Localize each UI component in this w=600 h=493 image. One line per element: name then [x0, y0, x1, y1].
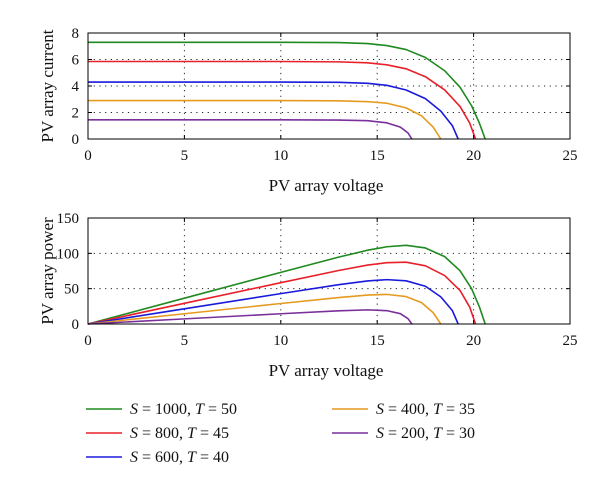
- x-tick-label: 0: [84, 333, 92, 349]
- legend-item: S = 1000, T = 50: [86, 401, 237, 418]
- x-tick-label: 20: [466, 148, 481, 164]
- legend-item: S = 800, T = 45: [86, 425, 229, 442]
- y-axis-label: PV array power: [38, 217, 57, 325]
- x-tick-label: 0: [84, 148, 92, 164]
- x-tick-label: 25: [563, 148, 578, 164]
- x-tick-label: 5: [181, 333, 189, 349]
- series-line-2: [87, 261, 477, 325]
- legend-label: S = 800, T = 45: [130, 425, 229, 442]
- series-line-2: [88, 60, 477, 140]
- y-tick-label: 0: [72, 317, 80, 333]
- plot-panel-1: 0 5 10 15 20 25 0 2 4 6 8 PV array voltage PV array …: [38, 26, 578, 195]
- y-tick-label: 150: [57, 211, 80, 227]
- legend-label: S = 400, T = 35: [376, 401, 475, 418]
- legend-label: S = 600, T = 40: [130, 449, 229, 466]
- y-tick-label: 2: [72, 106, 80, 122]
- legend-label: S = 1000, T = 50: [130, 401, 237, 418]
- y-axis-label: PV array current: [38, 29, 57, 142]
- y-tick-label: 4: [72, 79, 80, 95]
- series-line-3: [88, 81, 459, 140]
- x-tick-label: 10: [273, 333, 288, 349]
- series-line-4: [88, 99, 442, 140]
- series-line-1: [88, 41, 486, 140]
- legend-item: S = 600, T = 40: [86, 449, 229, 466]
- y-tick-label: 100: [57, 246, 80, 262]
- plot-panel-2: 0 5 10 15 20 25 0 50 100 150 PV array voltage PV ar…: [38, 211, 578, 380]
- series-line-1: [87, 244, 486, 325]
- x-axis-label: PV array voltage: [269, 176, 384, 195]
- series-line-5: [87, 309, 413, 325]
- x-tick-label: 5: [181, 148, 189, 164]
- legend-item: S = 200, T = 30: [332, 425, 475, 442]
- x-tick-label: 10: [273, 148, 288, 164]
- y-tick-label: 8: [72, 26, 80, 42]
- y-tick-label: 6: [72, 53, 80, 69]
- series-line-3: [87, 278, 459, 325]
- y-tick-label: 0: [72, 132, 80, 148]
- y-tick-label: 50: [64, 282, 79, 298]
- legend-label: S = 200, T = 30: [376, 425, 475, 442]
- plot-frame: [87, 217, 571, 325]
- x-axis-label: PV array voltage: [269, 361, 384, 380]
- plot-frame: [87, 32, 571, 140]
- x-tick-label: 15: [370, 333, 385, 349]
- legend-item: S = 400, T = 35: [332, 401, 475, 418]
- x-tick-label: 25: [563, 333, 578, 349]
- series-line-5: [88, 118, 413, 140]
- series-line-4: [87, 293, 442, 325]
- legend: S = 1000, T = 50 S = 400, T = 35 S = 800, …: [86, 401, 475, 466]
- x-tick-label: 15: [370, 148, 385, 164]
- x-tick-label: 20: [466, 333, 481, 349]
